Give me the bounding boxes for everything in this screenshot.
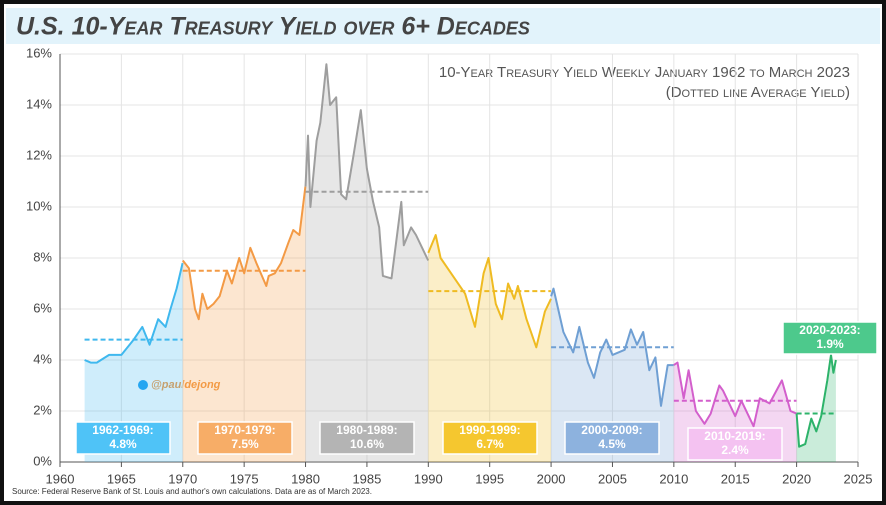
x-tick-label: 2020 [782,471,811,486]
line [304,63,430,280]
area [796,354,836,462]
area [182,186,306,462]
label-name: 1980-1989: [336,423,397,437]
x-tick-label: 2010 [659,471,688,486]
label-name: 2020-2023: [799,323,860,337]
y-tick-label: 14% [26,96,52,111]
y-tick-label: 12% [26,147,52,162]
source: Source: Federal Reserve Bank of St. Loui… [12,487,372,496]
label-average: 4.8% [109,437,137,451]
line [427,234,552,349]
line [84,262,184,364]
label-name: 1970-1979: [214,423,275,437]
annotation: 10-Year Treasury Yield Weekly January 19… [439,64,850,81]
x-tick-label: 1980 [291,471,320,486]
y-tick-label: 8% [33,249,52,264]
watermark: @pauldejong [151,379,221,391]
line [795,353,837,448]
label-average: 7.5% [231,437,259,451]
x-tick-label: 2025 [844,471,873,486]
line [182,186,307,321]
label-average: 10.6% [350,437,384,451]
x-tick-label: 1970 [168,471,197,486]
label-average: 6.7% [476,437,504,451]
label-name: 1962-1969: [92,423,153,437]
label-average: 4.5% [598,437,626,451]
label-average: 1.9% [816,337,844,351]
twitter-icon [138,380,148,390]
label-average: 2.4% [721,443,749,457]
line [673,361,797,428]
x-tick-label: 1965 [107,471,136,486]
y-tick-label: 10% [26,198,52,213]
label-box [687,427,783,461]
x-tick-label: 2015 [721,471,750,486]
x-tick-label: 1990 [414,471,443,486]
area [84,263,183,462]
x-tick-label: 2000 [537,471,566,486]
area [305,64,429,462]
label-box [197,421,293,455]
y-tick-label: 16% [26,45,52,60]
label-name: 2000-2009: [581,423,642,437]
x-tick-label: 1985 [352,471,381,486]
x-tick-label: 2005 [598,471,627,486]
y-tick-label: 0% [33,453,52,468]
label-box [564,421,660,455]
label-box [442,421,538,455]
title-bar [6,8,880,44]
label-box [782,321,878,355]
x-tick-label: 1995 [475,471,504,486]
label-box [75,421,171,455]
y-tick-label: 2% [33,402,52,417]
label-name: 1990-1999: [459,423,520,437]
chart-title: U.S. 10-Year Treasury Yield over 6+ Deca… [16,13,530,41]
label-name: 2010-2019: [704,429,765,443]
x-tick-label: 1975 [230,471,259,486]
y-tick-label: 4% [33,351,52,366]
area [428,235,551,462]
area [551,288,674,462]
line [550,287,674,407]
label-box [319,421,415,455]
annotation: (Dotted line Average Yield) [666,84,850,101]
y-tick-label: 6% [33,300,52,315]
x-tick-label: 1960 [46,471,75,486]
